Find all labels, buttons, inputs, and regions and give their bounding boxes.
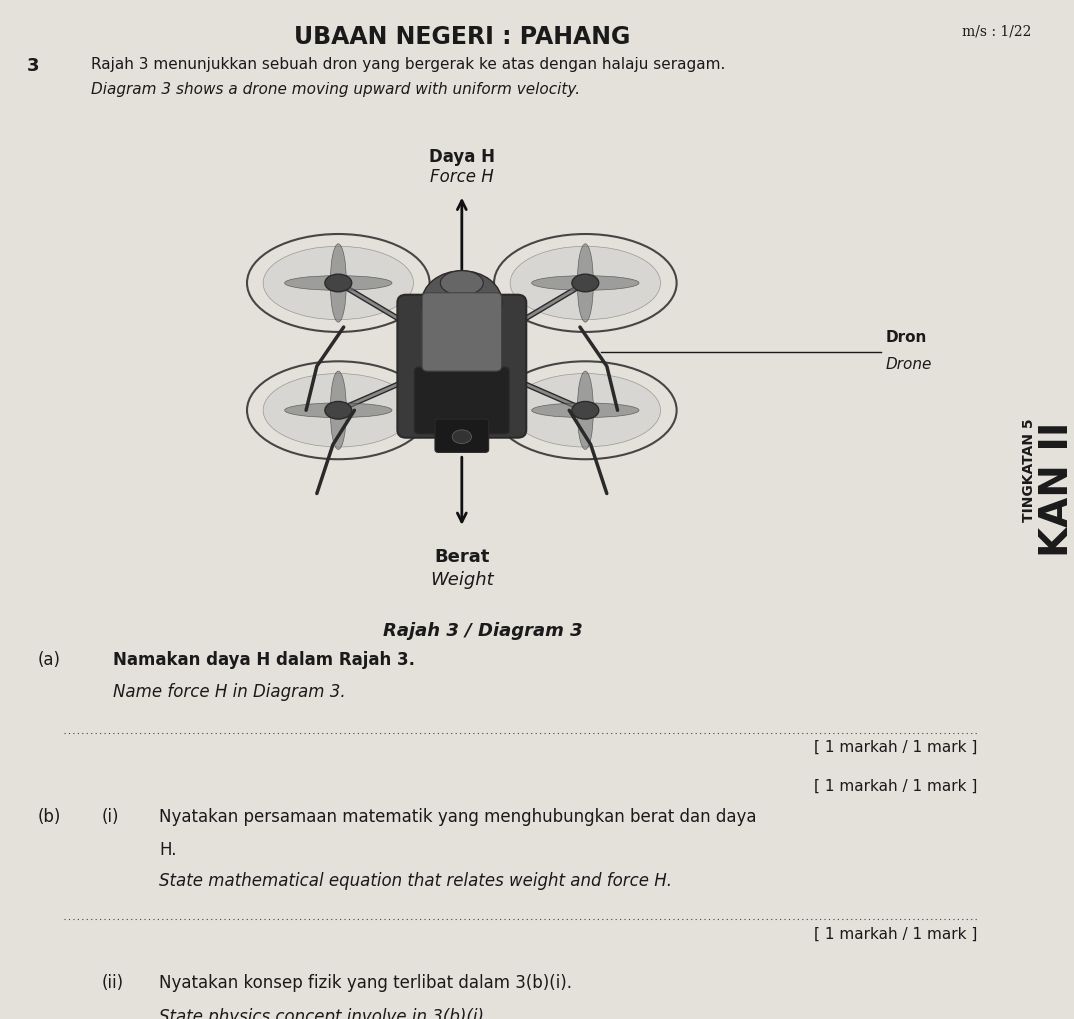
- Ellipse shape: [263, 247, 413, 320]
- FancyBboxPatch shape: [397, 296, 526, 438]
- Ellipse shape: [324, 403, 352, 420]
- FancyBboxPatch shape: [422, 293, 502, 372]
- Ellipse shape: [510, 374, 661, 447]
- Ellipse shape: [331, 245, 346, 323]
- Ellipse shape: [572, 275, 599, 292]
- Text: UBAAN NEGERI : PAHANG: UBAAN NEGERI : PAHANG: [293, 25, 630, 49]
- Text: (i): (i): [102, 807, 119, 825]
- Text: Diagram 3 shows a drone moving upward with uniform velocity.: Diagram 3 shows a drone moving upward wi…: [91, 83, 580, 97]
- Text: [ 1 markah / 1 mark ]: [ 1 markah / 1 mark ]: [814, 740, 977, 754]
- Text: 3: 3: [27, 57, 40, 74]
- Text: (ii): (ii): [102, 973, 125, 991]
- Text: KAN II: KAN II: [1037, 422, 1074, 556]
- Text: H.: H.: [159, 841, 176, 858]
- Ellipse shape: [331, 372, 346, 450]
- Text: Nyatakan persamaan matematik yang menghubungkan berat dan daya: Nyatakan persamaan matematik yang menghu…: [159, 807, 756, 825]
- Text: [ 1 markah / 1 mark ]: [ 1 markah / 1 mark ]: [814, 777, 977, 793]
- Text: (a): (a): [38, 650, 60, 668]
- Ellipse shape: [285, 276, 392, 291]
- Text: Daya H: Daya H: [429, 149, 495, 166]
- Text: Name force H in Diagram 3.: Name force H in Diagram 3.: [113, 683, 346, 701]
- FancyBboxPatch shape: [415, 368, 509, 434]
- Text: Force H: Force H: [430, 168, 494, 185]
- Text: Rajah 3 menunjukkan sebuah dron yang bergerak ke atas dengan halaju seragam.: Rajah 3 menunjukkan sebuah dron yang ber…: [91, 57, 726, 71]
- Text: Rajah 3 / Diagram 3: Rajah 3 / Diagram 3: [383, 622, 583, 639]
- Text: Drone: Drone: [886, 357, 932, 372]
- Ellipse shape: [510, 247, 661, 320]
- Text: State mathematical equation that relates weight and force H.: State mathematical equation that relates…: [159, 870, 672, 889]
- Text: Dron: Dron: [886, 329, 928, 344]
- Ellipse shape: [532, 404, 639, 418]
- Ellipse shape: [324, 275, 352, 292]
- Text: m/s : 1/22: m/s : 1/22: [961, 24, 1031, 39]
- Ellipse shape: [572, 403, 599, 420]
- Text: (b): (b): [38, 807, 61, 825]
- Ellipse shape: [532, 276, 639, 291]
- Ellipse shape: [285, 404, 392, 418]
- Ellipse shape: [421, 271, 502, 335]
- Text: Namakan daya H dalam Rajah 3.: Namakan daya H dalam Rajah 3.: [113, 650, 415, 668]
- Text: Nyatakan konsep fizik yang terlibat dalam 3(b)(i).: Nyatakan konsep fizik yang terlibat dala…: [159, 973, 572, 991]
- Ellipse shape: [578, 372, 593, 450]
- Text: State physics concept involve in 3(b)(i).: State physics concept involve in 3(b)(i)…: [159, 1007, 489, 1019]
- Text: [ 1 markah / 1 mark ]: [ 1 markah / 1 mark ]: [814, 925, 977, 941]
- Text: Weight: Weight: [430, 571, 494, 588]
- Ellipse shape: [578, 245, 593, 323]
- Ellipse shape: [440, 271, 483, 296]
- Text: Berat: Berat: [434, 548, 490, 566]
- FancyBboxPatch shape: [435, 420, 489, 452]
- Text: TINGKATAN 5: TINGKATAN 5: [1021, 418, 1036, 522]
- Ellipse shape: [263, 374, 413, 447]
- Ellipse shape: [452, 430, 471, 444]
